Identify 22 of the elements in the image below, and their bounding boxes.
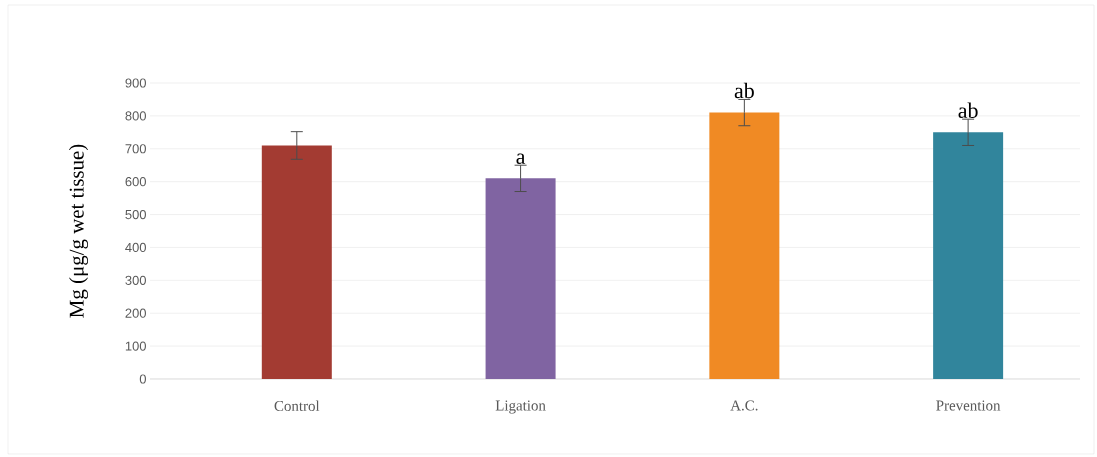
x-tick-label: Control: [274, 400, 320, 412]
y-tick-label: 800: [125, 111, 146, 121]
y-tick-label: 300: [125, 275, 146, 285]
y-tick-label: 0: [139, 374, 146, 384]
bar: [933, 132, 1004, 379]
y-tick-label: 500: [125, 209, 146, 220]
bar: [485, 178, 556, 379]
bar: [261, 145, 332, 379]
y-tick-label: 400: [125, 242, 146, 253]
y-axis-title: Mg (μg/g wet tissue): [69, 144, 89, 318]
annotation: ab: [734, 82, 754, 99]
y-tick-label: 700: [125, 144, 146, 154]
bar: [709, 112, 780, 379]
y-tick-label: 100: [125, 341, 146, 351]
y-tick-label: 600: [125, 177, 146, 187]
x-tick-label: Prevention: [936, 400, 1001, 411]
y-tick-label: 900: [125, 78, 146, 88]
x-tick-label: A.C.: [730, 400, 758, 411]
y-tick-label: 200: [125, 308, 146, 318]
annotation: ab: [958, 102, 978, 118]
annotation: a: [516, 153, 526, 165]
x-tick-label: Ligation: [495, 400, 546, 414]
